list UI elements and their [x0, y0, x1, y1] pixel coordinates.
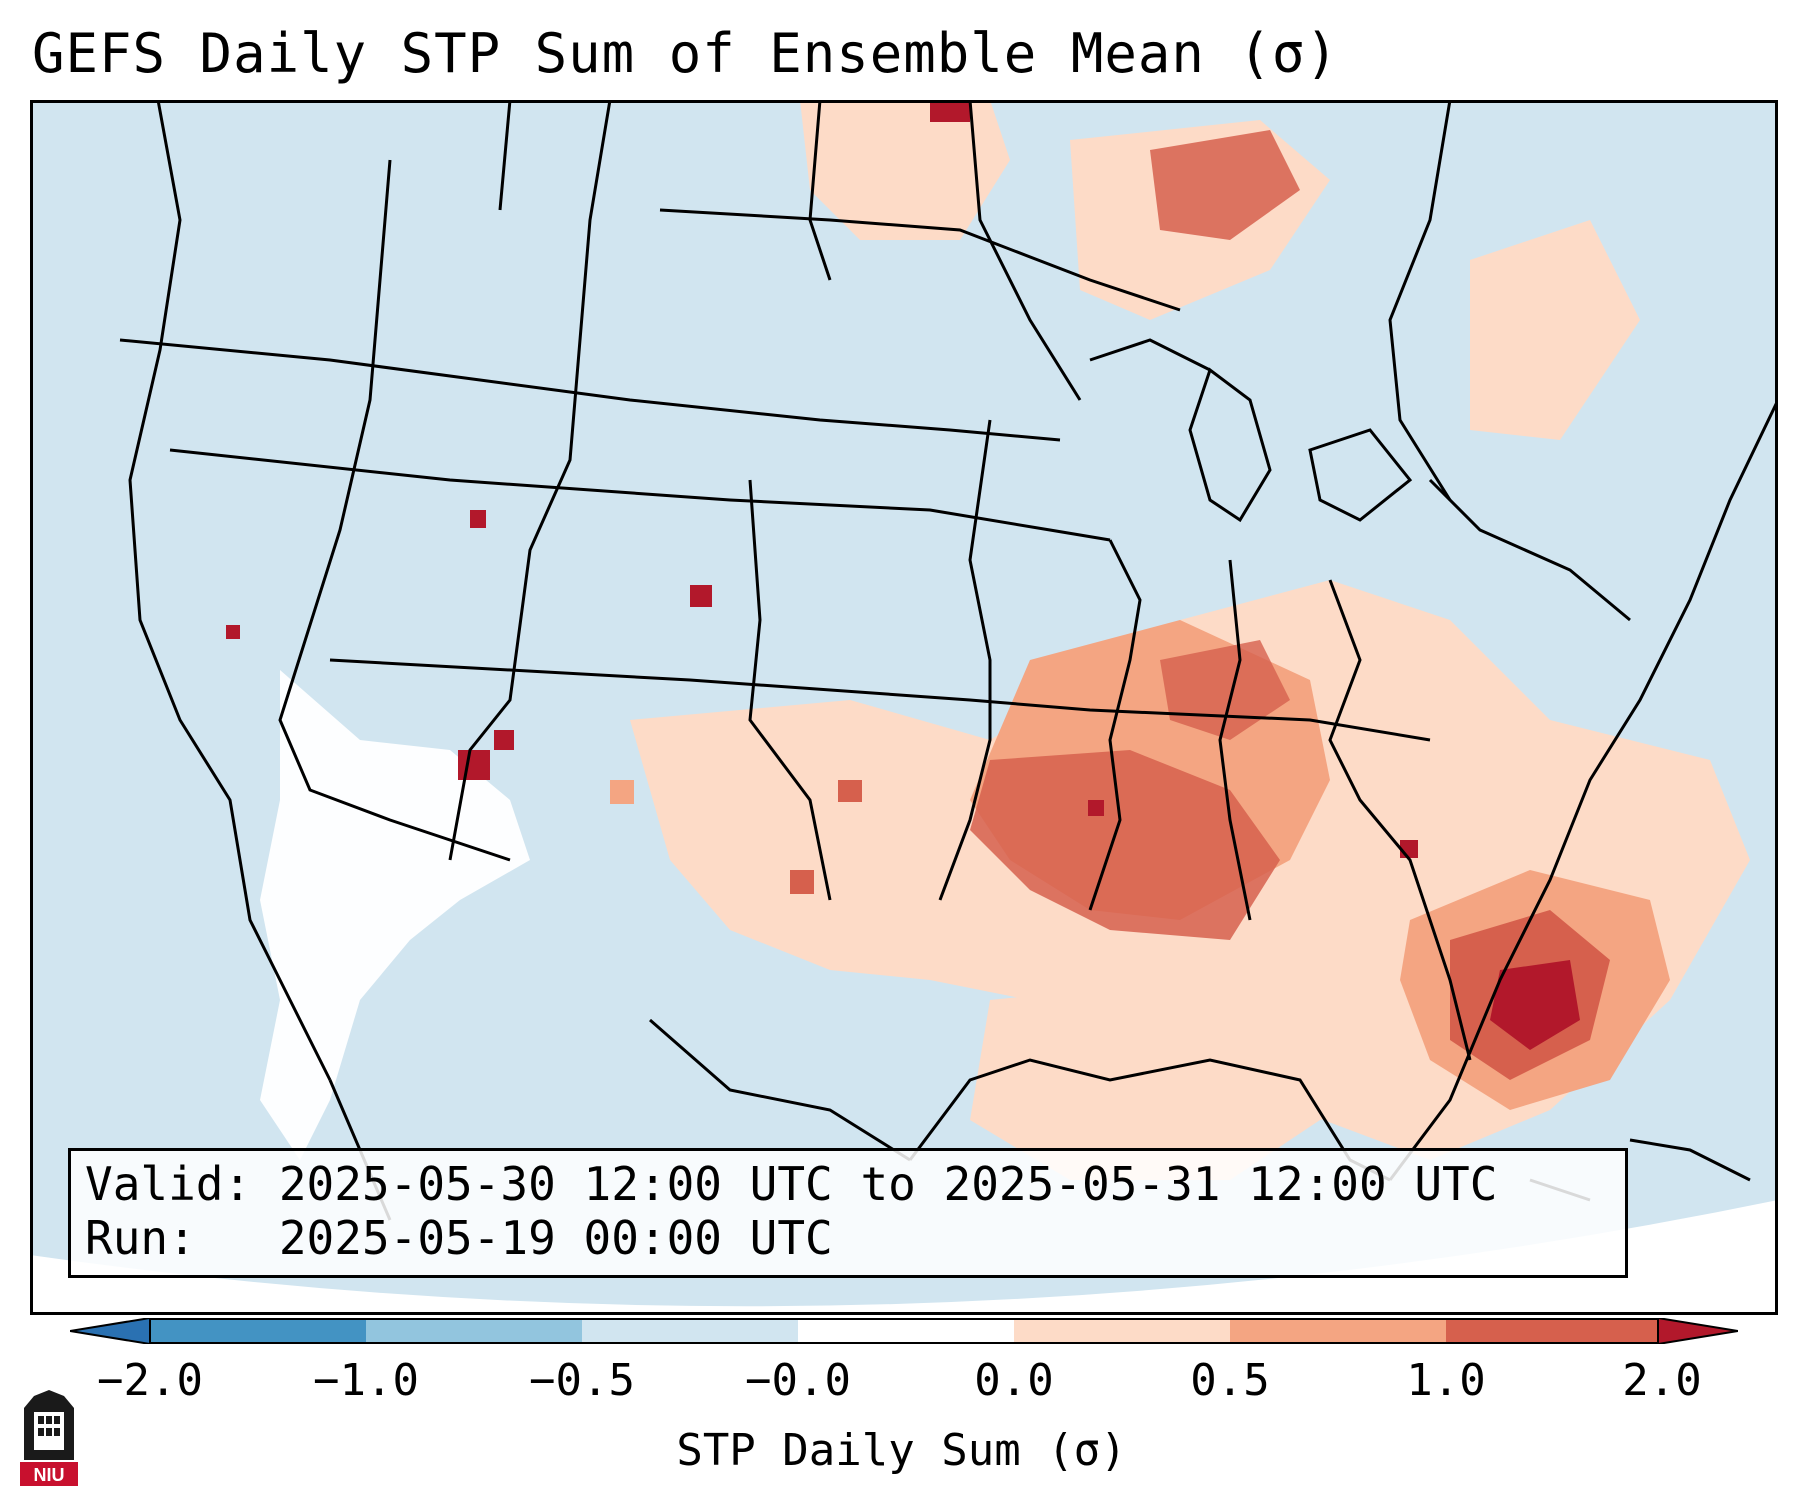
state-borders [119, 100, 1631, 1081]
colorbar-tick: 0.0 [974, 1355, 1054, 1406]
svg-text:NIU: NIU [34, 1465, 65, 1485]
run-time-text: Run: 2025-05-19 00:00 UTC [85, 1211, 833, 1265]
colorbar-ticks: −2.0 −1.0 −0.5 −0.0 0.0 0.5 1.0 2.0 [0, 1355, 1803, 1415]
coastlines [328, 338, 1778, 1221]
colorbar-tick: −0.0 [745, 1355, 851, 1406]
colorbar-segment [1446, 1319, 1658, 1343]
colorbar-tick: 0.5 [1190, 1355, 1270, 1406]
colorbar [70, 1318, 1738, 1344]
colorbar-tick: 1.0 [1406, 1355, 1486, 1406]
colorbar-tick: −1.0 [313, 1355, 419, 1406]
colorbar-segment [1230, 1319, 1446, 1343]
colorbar-segment [798, 1319, 1014, 1343]
colorbar-extend-high [1657, 1318, 1738, 1344]
colorbar-segment [150, 1319, 366, 1343]
colorbar-segment [1014, 1319, 1230, 1343]
valid-time-box: Valid: 2025-05-30 12:00 UTC to 2025-05-3… [68, 1148, 1628, 1278]
colorbar-tick: −0.5 [529, 1355, 635, 1406]
colorbar-segment [366, 1319, 582, 1343]
colorbar-label: STP Daily Sum (σ) [676, 1425, 1127, 1476]
niu-logo-icon: NIU [20, 1390, 78, 1486]
valid-time-text: Valid: 2025-05-30 12:00 UTC to 2025-05-3… [85, 1157, 1498, 1211]
map-title: GEFS Daily STP Sum of Ensemble Mean (σ) [32, 22, 1339, 85]
colorbar-tick: 2.0 [1622, 1355, 1702, 1406]
colorbar-segment [582, 1319, 798, 1343]
colorbar-tick: −2.0 [97, 1355, 203, 1406]
colorbar-extend-low [70, 1318, 151, 1344]
map-panel [30, 100, 1778, 1315]
